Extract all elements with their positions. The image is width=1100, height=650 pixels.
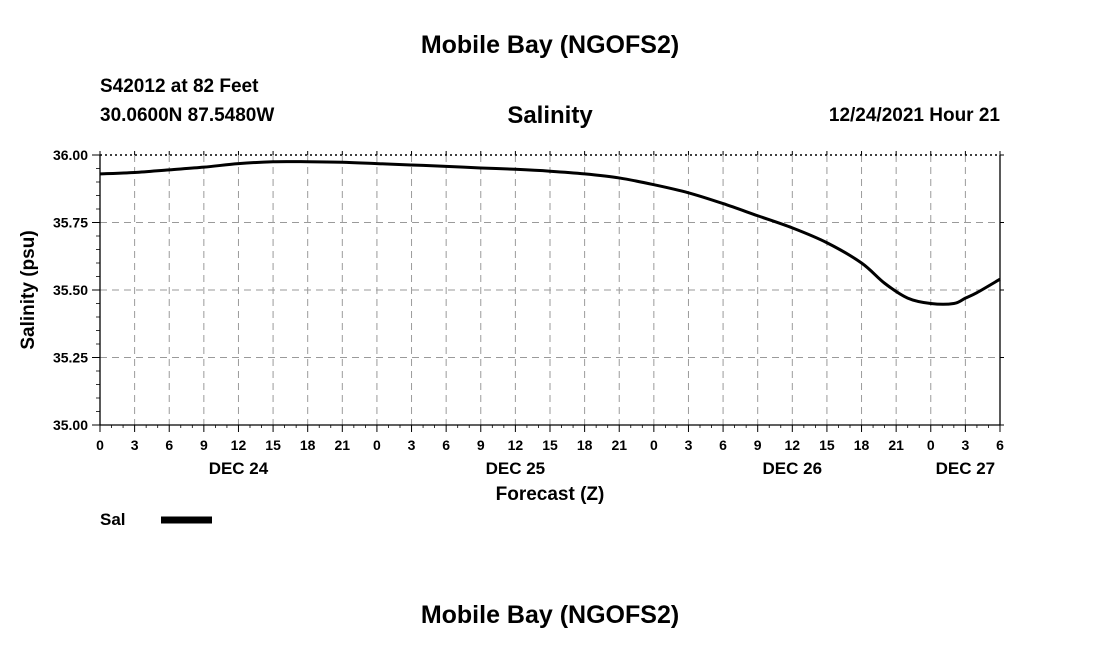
y-tick-label: 36.00 <box>53 147 88 163</box>
x-tick-label: 12 <box>508 437 524 453</box>
y-axis-label: Salinity (psu) <box>18 230 39 349</box>
chart-title: Salinity <box>507 102 593 129</box>
x-tick-label: 6 <box>442 437 450 453</box>
x-tick-label: 15 <box>819 437 835 453</box>
x-tick-label: 18 <box>300 437 316 453</box>
x-tick-label: 18 <box>854 437 870 453</box>
x-tick-label: 3 <box>131 437 139 453</box>
page-title-top: Mobile Bay (NGOFS2) <box>420 31 680 59</box>
x-tick-label: 0 <box>927 437 935 453</box>
x-tick-label: 6 <box>996 437 1004 453</box>
y-tick-label: 35.25 <box>53 350 88 366</box>
x-tick-label: 21 <box>335 437 351 453</box>
x-tick-label: 18 <box>577 437 593 453</box>
x-tick-label: 3 <box>961 437 969 453</box>
x-tick-label: 6 <box>719 437 727 453</box>
x-tick-label: 3 <box>408 437 416 453</box>
x-tick-label: 0 <box>96 437 104 453</box>
x-tick-label: 12 <box>231 437 247 453</box>
x-tick-label: 15 <box>265 437 281 453</box>
x-tick-label: 9 <box>200 437 208 453</box>
x-tick-label: 9 <box>754 437 762 453</box>
date-label: DEC 25 <box>486 459 546 478</box>
y-tick-label: 35.75 <box>53 215 88 231</box>
y-tick-label: 35.50 <box>53 282 88 298</box>
x-tick-label: 0 <box>650 437 658 453</box>
x-axis-label: Forecast (Z) <box>496 484 605 505</box>
legend-label: Sal <box>100 510 126 529</box>
x-tick-label: 0 <box>373 437 381 453</box>
page-title-bottom: Mobile Bay (NGOFS2) <box>420 601 680 629</box>
y-tick-label: 35.00 <box>53 417 88 433</box>
x-tick-label: 21 <box>611 437 627 453</box>
coordinates-label: 30.0600N 87.5480W <box>100 105 275 126</box>
series-line-salinity <box>99 160 1001 306</box>
date-label: DEC 24 <box>209 459 269 478</box>
x-tick-label: 12 <box>785 437 801 453</box>
date-label: DEC 26 <box>763 459 823 478</box>
station-label: S42012 at 82 Feet <box>100 76 259 97</box>
x-tick-label: 21 <box>888 437 904 453</box>
x-tick-label: 3 <box>685 437 693 453</box>
x-tick-label: 15 <box>542 437 558 453</box>
forecast-date-label: 12/24/2021 Hour 21 <box>828 105 1000 126</box>
x-tick-label: 6 <box>165 437 173 453</box>
date-label: DEC 27 <box>936 459 996 478</box>
x-tick-label: 9 <box>477 437 485 453</box>
